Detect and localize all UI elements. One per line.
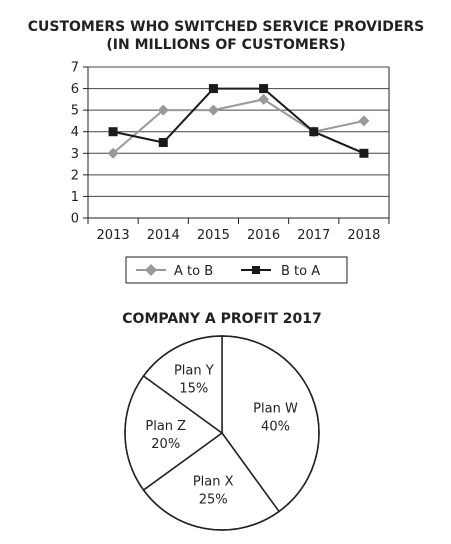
pie-label-plan-w: Plan W — [253, 402, 298, 417]
data-point-a-to-b-2016 — [258, 93, 270, 105]
pie-chart: Plan W 40% Plan X 25% Plan Z 20% Plan Y 15% — [124, 335, 320, 531]
data-point-b-to-a-2015 — [208, 84, 218, 94]
y-tick-label-4: 4 — [71, 125, 79, 140]
pie-label-plan-y: Plan Y — [174, 364, 214, 379]
data-point-b-to-a-2018 — [359, 148, 369, 158]
data-point-b-to-a-2016 — [259, 84, 269, 94]
line-chart-ticks: 0 1 2 3 4 5 6 7 2013 2014 2015 2016 2017 2018 — [71, 61, 390, 243]
y-tick-label-6: 6 — [71, 82, 79, 97]
legend-marker-b-to-a — [252, 266, 260, 274]
pie-outline — [124, 335, 320, 531]
pie-value-plan-w: 40% — [261, 420, 290, 435]
data-point-b-to-a-2017 — [309, 127, 319, 137]
legend-label-b-to-a: B to A — [281, 264, 320, 279]
series-line-b-to-a — [112, 87, 365, 155]
pie-label-plan-x: Plan X — [193, 475, 234, 490]
pie-value-plan-z: 20% — [151, 437, 180, 452]
y-tick-label-2: 2 — [71, 168, 79, 183]
legend-marker-a-to-b — [145, 264, 157, 276]
y-tick-label-1: 1 — [71, 190, 79, 205]
x-tick-label-2016: 2016 — [247, 228, 280, 243]
y-tick-label-3: 3 — [71, 147, 79, 162]
data-point-a-to-b-2015 — [207, 104, 219, 116]
line-chart-subtitle: (IN MILLIONS OF CUSTOMERS) — [106, 37, 345, 53]
pie-chart-title: COMPANY A PROFIT 2017 — [122, 311, 321, 327]
data-point-b-to-a-2013 — [108, 127, 118, 137]
x-tick-label-2015: 2015 — [197, 228, 230, 243]
pie-label-plan-z: Plan Z — [145, 419, 186, 434]
line-chart-title: CUSTOMERS WHO SWITCHED SERVICE PROVIDERS — [28, 19, 425, 35]
x-tick-label-2014: 2014 — [147, 228, 180, 243]
line-chart-series — [107, 84, 370, 159]
legend-label-a-to-b: A to B — [174, 264, 213, 279]
y-tick-label-7: 7 — [71, 61, 79, 76]
y-tick-label-0: 0 — [71, 212, 79, 227]
line-chart-grid — [87, 66, 390, 219]
pie-value-plan-y: 15% — [179, 382, 208, 397]
y-tick-label-5: 5 — [71, 104, 79, 119]
x-tick-label-2017: 2017 — [297, 228, 330, 243]
series-line-a-to-b — [112, 98, 365, 155]
data-point-a-to-b-2018 — [358, 115, 370, 127]
data-point-a-to-b-2013 — [107, 147, 119, 159]
data-point-b-to-a-2014 — [158, 138, 168, 147]
x-tick-label-2018: 2018 — [347, 228, 380, 243]
pie-value-plan-x: 25% — [199, 493, 228, 508]
line-chart-legend: A to B B to A — [125, 256, 348, 284]
x-tick-label-2013: 2013 — [97, 228, 130, 243]
data-point-a-to-b-2014 — [157, 104, 169, 116]
